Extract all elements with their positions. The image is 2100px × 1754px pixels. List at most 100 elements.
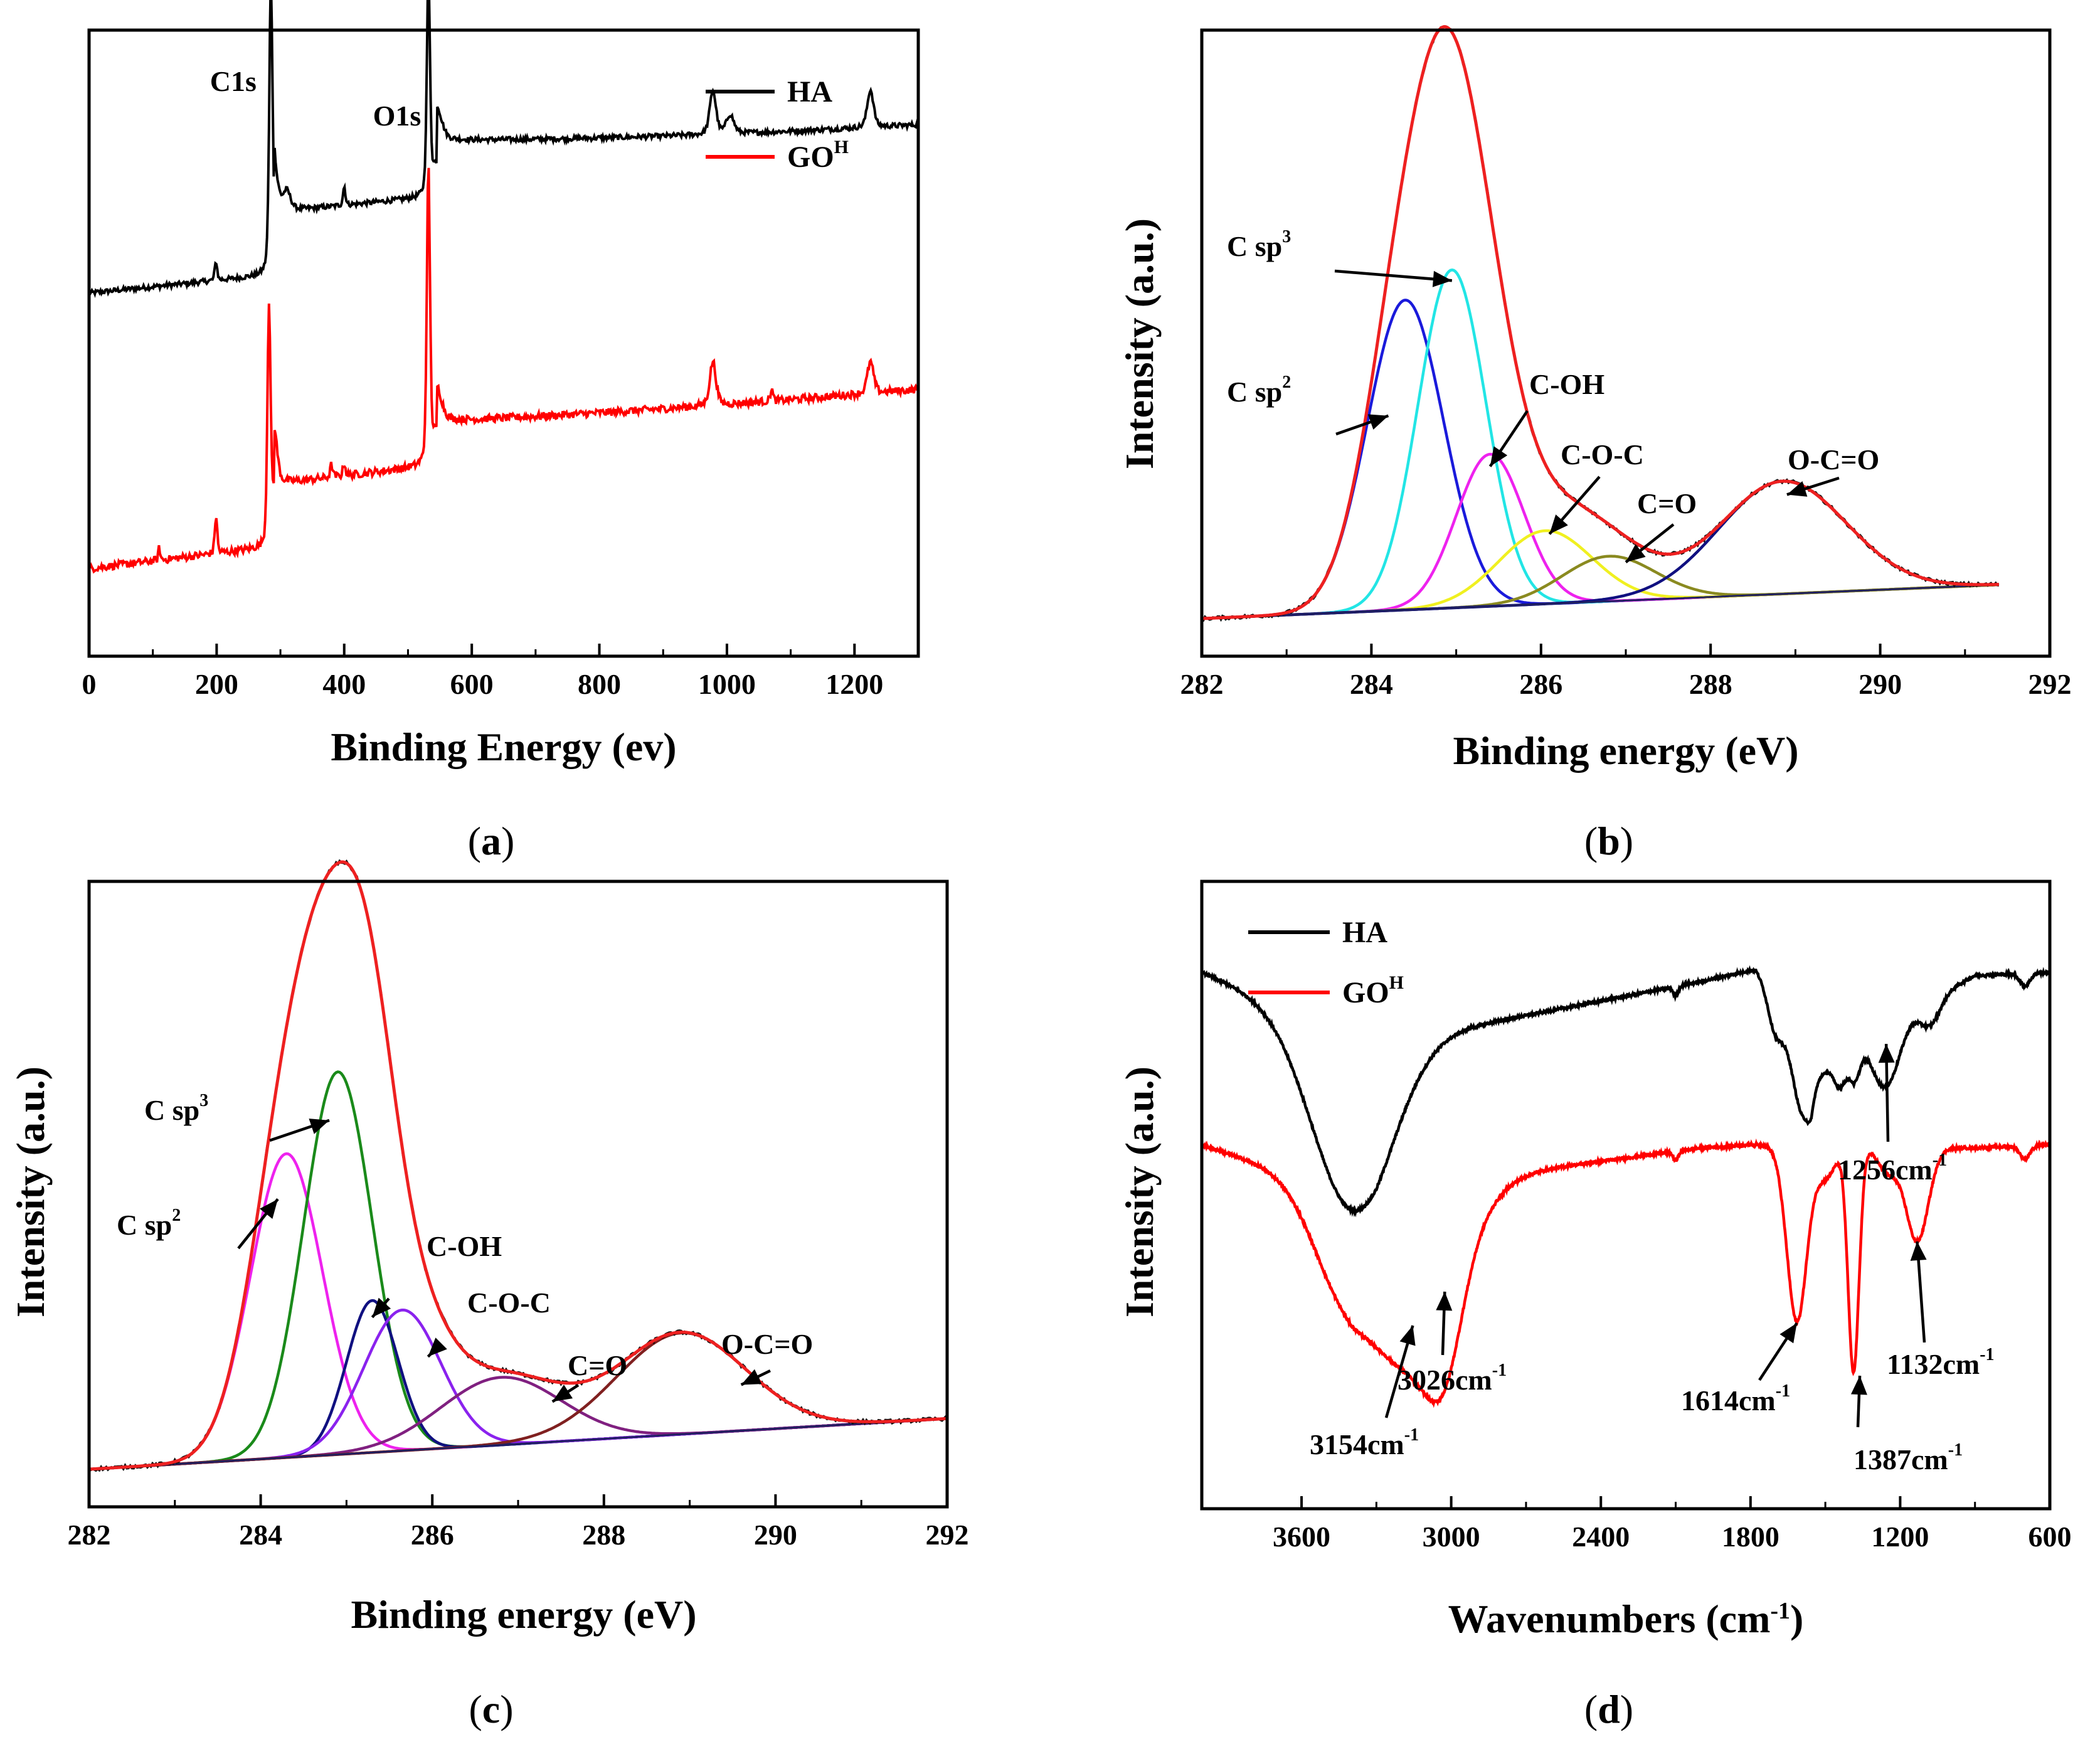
x-axis-label: Binding energy (eV) bbox=[351, 1592, 696, 1637]
x-tick-label: 0 bbox=[82, 668, 97, 700]
x-tick-label: 1800 bbox=[1722, 1521, 1779, 1553]
peak-annotation-1-sup: 2 bbox=[1282, 373, 1291, 392]
caption-close: ) bbox=[500, 1687, 513, 1731]
legend-label-goh-sup: H bbox=[834, 137, 849, 157]
panel-a-frame bbox=[87, 28, 920, 658]
peak-annotation-3-text: 1614cm bbox=[1681, 1385, 1776, 1416]
peak-annotation-5: 1132cm-1 bbox=[1887, 1345, 1995, 1380]
peak-annotation-4-text: 1387cm bbox=[1853, 1443, 1948, 1475]
annotation-arrow-4-head bbox=[1850, 1376, 1867, 1395]
panel-caption: (a) bbox=[468, 819, 515, 863]
x-tick-label: 288 bbox=[1689, 668, 1732, 700]
panel-d-frame bbox=[1200, 880, 2052, 1511]
peak-annotation-3: C-O-C bbox=[1561, 438, 1644, 470]
panel-caption: (c) bbox=[469, 1687, 513, 1731]
annotation-arrow-1-head bbox=[260, 1199, 278, 1219]
peak-annotation-3: C-O-C bbox=[467, 1287, 551, 1319]
caption-open: ( bbox=[468, 819, 481, 863]
peak-annotation-5: O-C=O bbox=[1788, 444, 1879, 476]
x-tick-label: 290 bbox=[1859, 668, 1902, 700]
peak-annotation-0: C sp3 bbox=[144, 1091, 208, 1126]
peak-label-o1s: O1s bbox=[373, 100, 422, 132]
legend-label-goh-sup: H bbox=[1389, 972, 1404, 993]
raw-spectrum-line bbox=[1201, 25, 2000, 622]
peak-annotation-0-text: C sp bbox=[144, 1094, 199, 1126]
x-tick-label: 1200 bbox=[825, 668, 883, 700]
x-tick-label: 284 bbox=[1350, 668, 1393, 700]
x-tick-label: 292 bbox=[926, 1519, 969, 1551]
peak-annotation-1-sup: -1 bbox=[1404, 1425, 1419, 1445]
caption-close: ) bbox=[501, 819, 514, 863]
annotation-arrow-0-shaft bbox=[1334, 269, 1453, 282]
peak-annotation-1: C sp2 bbox=[1227, 373, 1291, 408]
component-curve-3 bbox=[88, 1309, 948, 1471]
annotation-arrow-4-head bbox=[552, 1385, 573, 1402]
peak-annotation-5-text: 1132cm bbox=[1887, 1348, 1980, 1380]
peak-annotation-2-sup: -1 bbox=[1492, 1361, 1507, 1380]
background-line bbox=[1201, 583, 1999, 620]
peak-annotation-4-sup: -1 bbox=[1948, 1440, 1963, 1460]
peak-annotation-3-sup: -1 bbox=[1776, 1381, 1790, 1401]
peak-annotation-5-sup: -1 bbox=[1980, 1345, 1994, 1364]
annotation-arrow-4-head bbox=[1626, 544, 1646, 563]
peak-annotation-0-sup: -1 bbox=[1933, 1151, 1947, 1170]
x-tick-label: 1200 bbox=[1871, 1521, 1929, 1553]
annotation-arrow-3-head bbox=[1549, 514, 1568, 534]
x-axis-label-tail: ) bbox=[1790, 1597, 1803, 1641]
x-tick-label: 282 bbox=[68, 1519, 111, 1551]
peak-annotation-3-text: C-O-C bbox=[467, 1287, 551, 1319]
peak-annotation-0: C sp3 bbox=[1227, 227, 1291, 262]
peak-annotation-0-text: 1256cm bbox=[1838, 1154, 1933, 1186]
y-axis-label: Intensity (a.u.) bbox=[8, 1066, 53, 1317]
legend-label-ha-text: HA bbox=[787, 75, 832, 109]
legend-label-ha: HA bbox=[1342, 916, 1387, 949]
x-axis-label: Binding energy (eV) bbox=[1453, 728, 1798, 773]
caption-close: ) bbox=[1620, 1687, 1633, 1731]
x-tick-label: 290 bbox=[754, 1519, 797, 1551]
panel-d-chart: 3600 3000 2400 1800 1200 600HAGOH1256cm-13154… bbox=[1117, 880, 2072, 1731]
x-tick-label: 200 bbox=[195, 668, 238, 700]
panel-caption: (d) bbox=[1584, 1687, 1633, 1731]
panel-b-frame bbox=[1200, 28, 2052, 658]
caption-close: ) bbox=[1620, 819, 1633, 863]
peak-annotation-2-text: C-OH bbox=[427, 1230, 502, 1262]
caption-open: ( bbox=[1584, 1687, 1598, 1731]
fit-envelope-line bbox=[1201, 24, 1999, 620]
annotation-arrow-5-head bbox=[1786, 481, 1808, 497]
legend-label-goh: GOH bbox=[787, 137, 849, 174]
annotation-arrow-2-head bbox=[1490, 446, 1508, 467]
peak-annotation-4: 1387cm-1 bbox=[1853, 1440, 1963, 1475]
annotation-arrow-5-head bbox=[1910, 1241, 1927, 1261]
annotation-arrow-5-head bbox=[741, 1369, 762, 1385]
peak-annotation-1-text: C sp bbox=[117, 1209, 172, 1241]
component-curve-3 bbox=[1201, 529, 1999, 620]
peak-annotation-1-sup: 2 bbox=[172, 1206, 181, 1225]
x-tick-label: 3000 bbox=[1423, 1521, 1480, 1553]
x-tick-label: 600 bbox=[2028, 1521, 2072, 1553]
peak-annotation-3: 1614cm-1 bbox=[1681, 1381, 1790, 1416]
peak-annotation-0-sup: 3 bbox=[1282, 227, 1291, 247]
peak-annotation-0: 1256cm-1 bbox=[1838, 1151, 1947, 1186]
x-tick-label: 292 bbox=[2028, 668, 2072, 700]
peak-annotation-2-text: 3026cm bbox=[1397, 1364, 1492, 1396]
x-axis-label-text: Wavenumbers (cm bbox=[1448, 1597, 1771, 1641]
legend-label-ha: HA bbox=[787, 75, 832, 109]
panel-caption: (b) bbox=[1584, 819, 1633, 863]
peak-annotation-2: C-OH bbox=[427, 1230, 502, 1262]
series-line-ha bbox=[88, 0, 919, 299]
series-line-ha bbox=[1200, 965, 2051, 1218]
annotation-arrow-2-head bbox=[1436, 1292, 1453, 1311]
panel-a-chart: 0 200 400 600 800 1000 1200 C1s O1s HA GOH Binding … bbox=[82, 0, 920, 863]
x-tick-label: 288 bbox=[582, 1519, 625, 1551]
annotation-arrow-0-head bbox=[309, 1119, 330, 1134]
peak-label-c1s: C1s bbox=[210, 65, 257, 97]
x-tick-label: 800 bbox=[578, 668, 621, 700]
caption-letter: a bbox=[481, 819, 501, 863]
y-axis-label: Intensity (a.u.) bbox=[1117, 218, 1162, 469]
x-tick-label: 284 bbox=[239, 1519, 282, 1551]
annotation-arrow-1-head bbox=[1399, 1326, 1416, 1346]
legend-label-goh-text: GO bbox=[787, 141, 834, 174]
caption-letter: d bbox=[1598, 1687, 1620, 1731]
